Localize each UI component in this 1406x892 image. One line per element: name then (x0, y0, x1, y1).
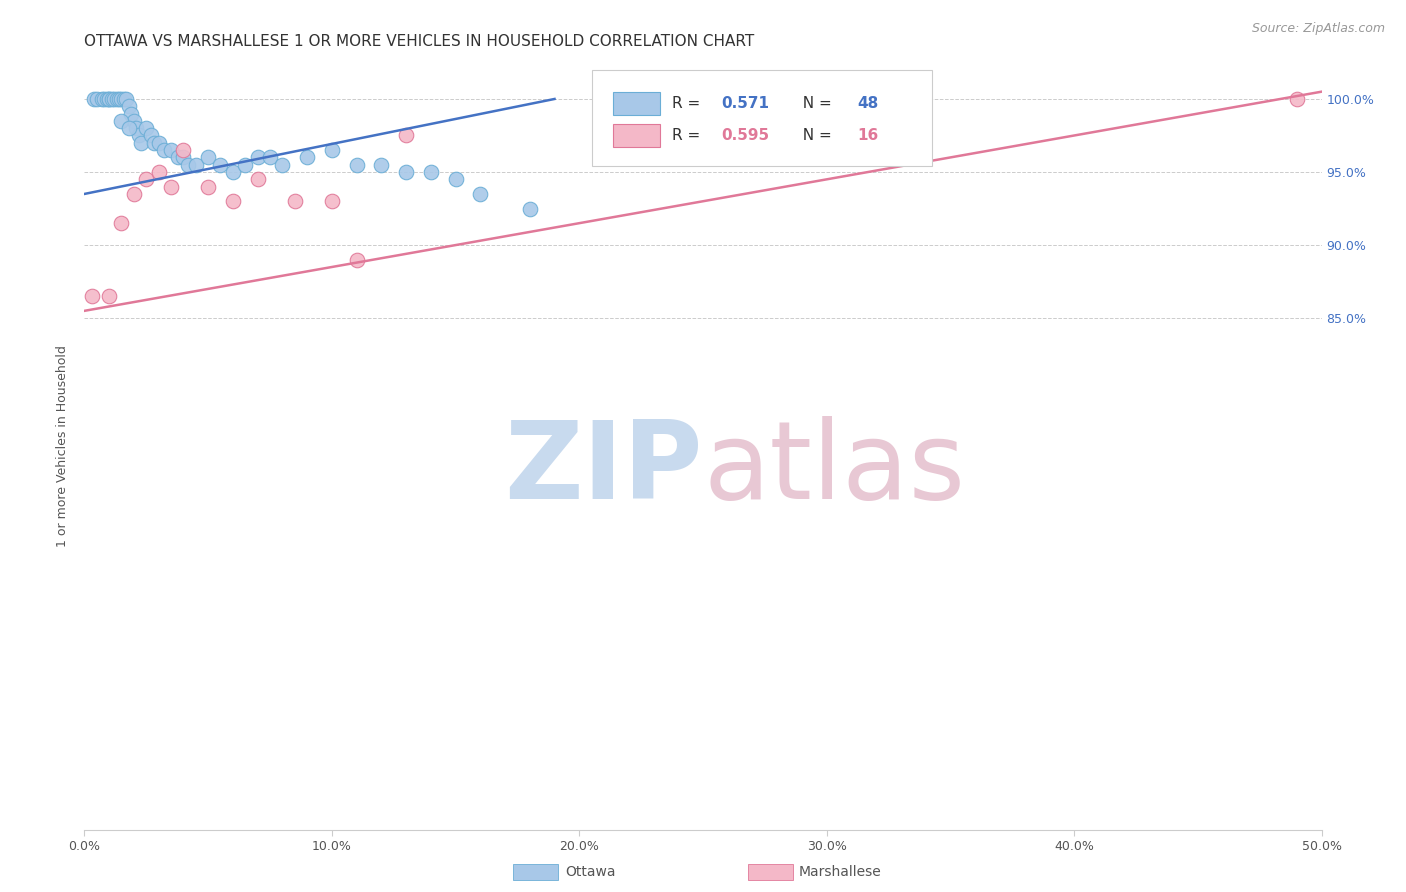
Point (197, 150, 219, 164)
Point (80, 289, 103, 303)
Point (295, 150, 318, 164)
Text: 0.595: 0.595 (721, 128, 769, 143)
Point (160, 143, 183, 157)
Text: ZIP: ZIP (505, 416, 703, 522)
Point (142, 136, 165, 150)
Point (395, 165, 418, 179)
Text: OTTAWA VS MARSHALLESE 1 OR MORE VEHICLES IN HOUSEHOLD CORRELATION CHART: OTTAWA VS MARSHALLESE 1 OR MORE VEHICLES… (84, 34, 755, 49)
Point (96, 92, 118, 106)
Point (284, 194, 307, 209)
Text: N =: N = (793, 95, 837, 111)
Point (110, 92, 132, 106)
Point (118, 121, 141, 136)
Point (115, 92, 138, 106)
Point (152, 143, 174, 157)
FancyBboxPatch shape (592, 70, 932, 166)
Point (519, 202, 541, 216)
Bar (613, 124, 659, 147)
Point (83, 92, 105, 106)
Text: Ottawa: Ottawa (565, 865, 616, 880)
Text: 48: 48 (858, 95, 879, 111)
Text: 16: 16 (858, 128, 879, 143)
Point (370, 158, 392, 172)
Point (135, 172, 157, 186)
Point (271, 158, 294, 172)
Point (128, 128, 150, 143)
Point (86, 92, 108, 106)
Bar (513, 864, 558, 880)
Point (470, 186, 492, 201)
Point (172, 150, 194, 164)
Point (108, 92, 131, 106)
Point (1285, 92, 1308, 106)
Bar (613, 92, 659, 114)
Bar (748, 864, 793, 880)
Point (120, 106, 142, 120)
Point (246, 150, 269, 164)
Point (125, 121, 148, 136)
Point (105, 92, 128, 106)
Point (444, 172, 467, 186)
Text: 0.571: 0.571 (721, 95, 769, 111)
Point (209, 158, 232, 172)
Y-axis label: 1 or more Vehicles in Household: 1 or more Vehicles in Household (56, 345, 69, 547)
Point (222, 194, 245, 209)
Text: R =: R = (672, 128, 706, 143)
Point (395, 128, 418, 143)
Point (346, 252, 368, 267)
Point (197, 179, 219, 194)
Point (103, 92, 125, 106)
Point (167, 150, 190, 164)
Point (346, 158, 368, 172)
Point (112, 92, 135, 106)
Text: N =: N = (793, 128, 837, 143)
Point (98, 92, 121, 106)
Point (93, 92, 115, 106)
Text: Marshallese: Marshallese (799, 865, 882, 880)
Point (90, 92, 112, 106)
Point (233, 158, 256, 172)
Point (135, 121, 157, 136)
Point (141, 128, 163, 143)
Point (321, 194, 343, 209)
Point (122, 114, 145, 128)
Point (321, 143, 343, 157)
Point (110, 114, 132, 128)
Point (98, 92, 121, 106)
Point (259, 150, 281, 164)
Point (177, 158, 200, 172)
Point (246, 172, 269, 186)
Point (148, 136, 170, 150)
Point (172, 143, 194, 157)
Point (184, 158, 207, 172)
Point (419, 165, 441, 179)
Text: atlas: atlas (703, 416, 965, 522)
Point (129, 136, 152, 150)
Point (110, 216, 132, 230)
Point (122, 186, 145, 201)
Point (98, 289, 121, 303)
Point (118, 99, 141, 113)
Text: Source: ZipAtlas.com: Source: ZipAtlas.com (1251, 22, 1385, 36)
Point (160, 179, 183, 194)
Point (100, 92, 122, 106)
Point (222, 165, 245, 179)
Text: R =: R = (672, 95, 706, 111)
Point (148, 165, 170, 179)
